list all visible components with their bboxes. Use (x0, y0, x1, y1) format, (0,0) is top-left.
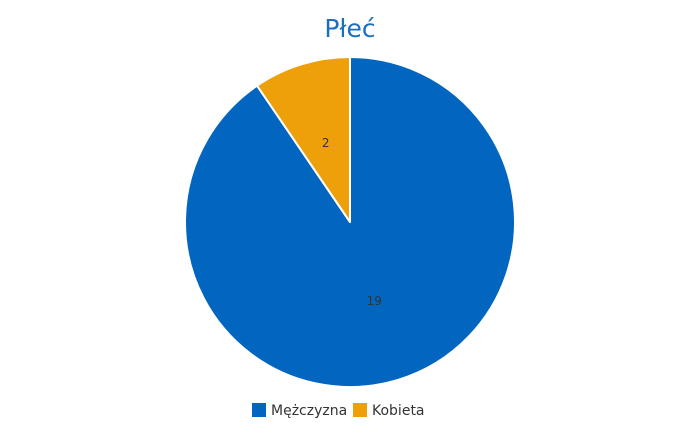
pie-slices (184, 56, 516, 388)
slice-label-mezczyzna: 19 (367, 294, 382, 308)
pie-slice-kobieta[interactable] (256, 56, 351, 223)
pie-slice-labels: 19 2 (322, 136, 382, 308)
legend-swatch-mezczyzna (252, 403, 266, 417)
legend-label-mezczyzna: Mężczyzna (271, 403, 347, 419)
slice-label-kobieta: 2 (322, 136, 330, 150)
legend-item-kobieta[interactable]: Kobieta (353, 403, 425, 419)
chart-title: Płeć (324, 14, 375, 43)
legend-item-mezczyzna[interactable]: Mężczyzna (252, 403, 347, 419)
legend-label-kobieta: Kobieta (372, 403, 425, 419)
legend-swatch-kobieta (353, 403, 367, 417)
legend: Mężczyzna Kobieta (252, 403, 425, 419)
